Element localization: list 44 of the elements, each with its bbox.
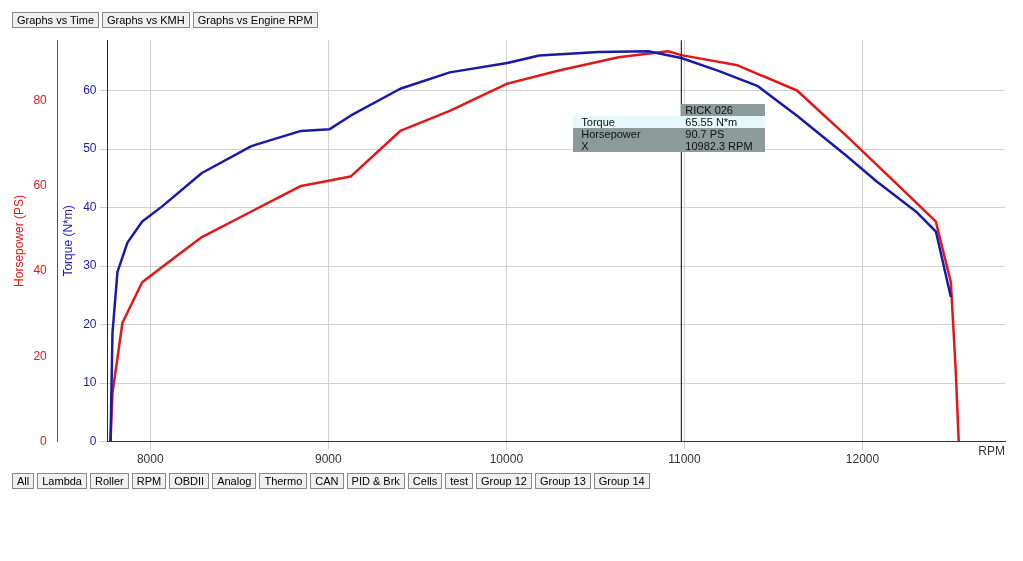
annotation: 90.7 PS <box>684 128 726 141</box>
y2-tick-label: 40 <box>33 263 48 278</box>
annotation: RICK 026 <box>681 104 766 117</box>
y-tick-label: 20 <box>83 316 97 331</box>
y-tick-label: 10 <box>83 375 97 390</box>
text: Group 14 <box>593 473 650 489</box>
text: test <box>445 473 474 489</box>
y2-axis-title: Horsepower (PS) <box>11 194 26 287</box>
text: All <box>12 473 35 489</box>
annotation: Horsepower <box>580 128 642 141</box>
x-tick-label: 12000 <box>845 452 880 467</box>
y-tick-label: 40 <box>83 199 97 214</box>
text: Cells <box>407 473 443 489</box>
text: Analog <box>212 473 257 489</box>
text: PID & Brk <box>346 473 405 489</box>
text: Group 12 <box>476 473 532 489</box>
y2-tick-label: 80 <box>33 93 48 108</box>
x-tick-label: 10000 <box>489 452 524 467</box>
text: RPM <box>131 473 167 489</box>
text: Group 13 <box>534 473 591 489</box>
y-tick-label: 50 <box>83 141 97 156</box>
annotation: 65.55 N*m <box>684 116 739 129</box>
annotation: 10982.3 RPM <box>684 140 754 153</box>
y-tick-label: 30 <box>83 258 97 273</box>
x-tick-label: 9000 <box>314 452 342 467</box>
y-tick-label: 0 <box>89 433 97 448</box>
y-axis-title: Torque (N*m) <box>61 205 76 277</box>
x-tick-label: 8000 <box>136 452 164 467</box>
text: Graphs vs Time <box>12 12 100 28</box>
text: Thermo <box>259 473 308 489</box>
text: OBDII <box>169 473 210 489</box>
annotation: Torque <box>580 116 616 129</box>
y2-tick-label: 0 <box>40 433 48 448</box>
text: Roller <box>90 473 129 489</box>
y2-tick-label: 60 <box>33 178 48 193</box>
text: Lambda <box>37 473 87 489</box>
text: Graphs vs KMH <box>102 12 190 28</box>
text: CAN <box>310 473 344 489</box>
x-axis-title: RPM <box>978 443 1005 458</box>
y-tick-label: 60 <box>83 82 97 97</box>
text: Graphs vs Engine RPM <box>192 12 318 28</box>
x-tick-label: 11000 <box>668 452 702 467</box>
annotation: X <box>580 140 590 153</box>
y2-tick-label: 20 <box>33 348 48 363</box>
